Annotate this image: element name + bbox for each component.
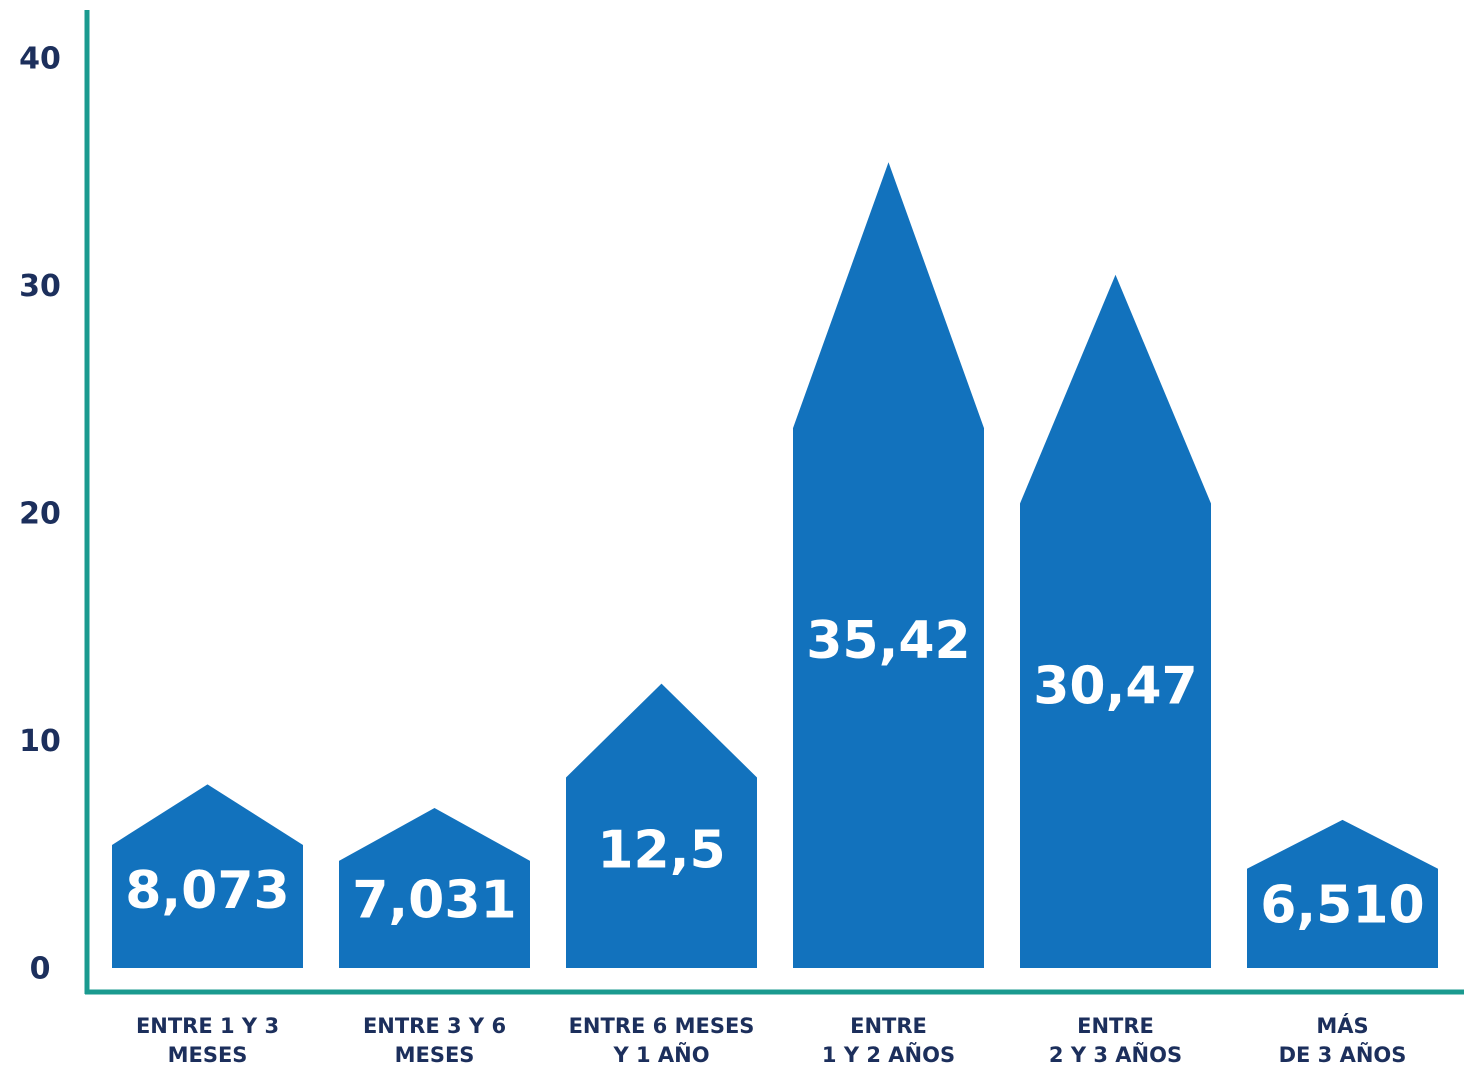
bar — [112, 784, 303, 968]
value-label: 12,5 — [597, 821, 725, 881]
x-tick-label: ENTRE 3 Y 6 — [363, 1014, 506, 1038]
y-tick-label: 20 — [19, 497, 61, 532]
value-label: 7,031 — [352, 871, 516, 931]
x-tick-label: ENTRE 1 Y 3 — [136, 1014, 279, 1038]
y-tick-label: 30 — [19, 269, 61, 304]
x-tick-label: 2 Y 3 AÑOS — [1049, 1042, 1182, 1067]
x-tick-label: MESES — [395, 1043, 475, 1067]
x-tick-label: Y 1 AÑO — [612, 1042, 709, 1067]
x-tick-label: MÁS — [1316, 1013, 1368, 1038]
value-label: 6,510 — [1260, 875, 1424, 935]
y-tick-label: 10 — [19, 724, 61, 759]
bar — [1020, 274, 1211, 968]
y-tick-label: 40 — [19, 42, 61, 77]
value-label: 30,47 — [1033, 656, 1197, 716]
bar — [793, 162, 984, 968]
x-tick-label: DE 3 AÑOS — [1279, 1042, 1407, 1067]
x-tick-label: ENTRE — [1077, 1014, 1154, 1038]
bar — [566, 683, 757, 968]
value-label: 8,073 — [125, 861, 289, 921]
value-label: 35,42 — [806, 611, 970, 671]
x-tick-label: 1 Y 2 AÑOS — [822, 1042, 955, 1067]
bar — [339, 808, 530, 968]
y-tick-label: 0 — [30, 952, 51, 987]
bar — [1247, 819, 1438, 968]
x-tick-label: ENTRE 6 MESES — [569, 1014, 755, 1038]
x-tick-label: MESES — [168, 1043, 248, 1067]
x-tick-label: ENTRE — [850, 1014, 927, 1038]
